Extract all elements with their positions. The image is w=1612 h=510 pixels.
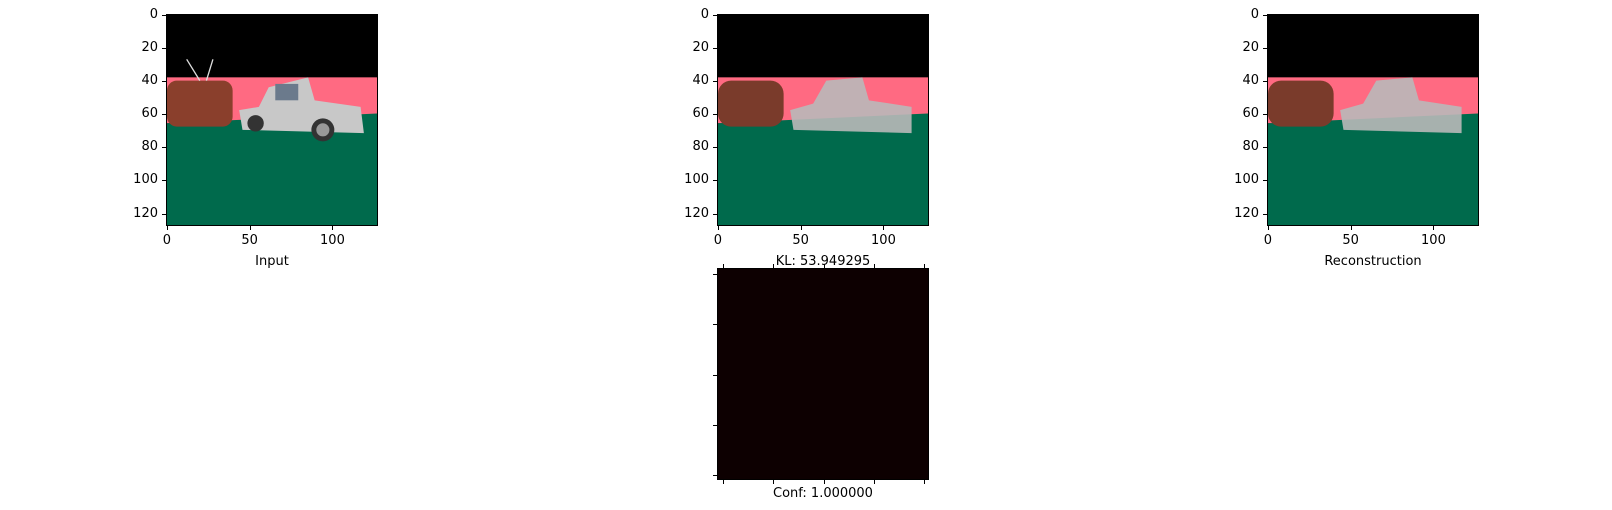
y-tick-mark (713, 114, 717, 116)
y-tick-mark (713, 81, 717, 83)
y-tick-mark (162, 213, 166, 215)
x-tick-mark (332, 226, 334, 230)
x-tick-mark (1433, 226, 1435, 230)
input-label: Input (255, 254, 289, 269)
x-tick-label: 100 (320, 233, 345, 248)
conf-y-tick-mark (713, 475, 717, 477)
x-tick-mark (1350, 226, 1352, 230)
y-tick-mark (1263, 180, 1267, 182)
y-tick-label: 0 (149, 6, 158, 22)
conf-y-tick-mark (713, 425, 717, 427)
y-tick-label: 60 (1242, 106, 1259, 122)
conf-x-top-tick-mark (924, 264, 926, 268)
x-tick-label: 0 (162, 233, 171, 248)
reconstruction-label: Reconstruction (1324, 254, 1422, 269)
y-tick-label: 80 (141, 139, 158, 155)
conf-x-tick-mark (874, 480, 876, 484)
y-tick-mark (162, 47, 166, 49)
y-tick-label: 120 (133, 205, 158, 221)
x-tick-mark (883, 226, 885, 230)
y-tick-label: 100 (684, 172, 709, 188)
x-tick-mark (800, 226, 802, 230)
y-tick-mark (1263, 47, 1267, 49)
conf-x-tick-mark (723, 480, 724, 484)
y-tick-mark (713, 147, 717, 149)
middle-image (717, 14, 929, 226)
y-tick-label: 40 (141, 73, 158, 89)
conf-x-top-tick-mark (723, 264, 724, 268)
x-tick-mark (717, 226, 719, 230)
x-tick-mark (249, 226, 251, 230)
y-tick-mark (162, 81, 166, 83)
confidence-map (717, 268, 929, 480)
conf-label: Conf: 1.000000 (773, 486, 873, 501)
y-tick-label: 100 (133, 172, 158, 188)
y-tick-label: 80 (692, 139, 709, 155)
y-tick-label: 40 (692, 73, 709, 89)
x-tick-label: 50 (1342, 233, 1359, 248)
x-tick-label: 100 (1421, 233, 1446, 248)
y-tick-mark (713, 14, 717, 16)
y-tick-mark (1263, 147, 1267, 149)
y-tick-label: 120 (684, 205, 709, 221)
y-tick-mark (162, 114, 166, 116)
x-tick-mark (1267, 226, 1269, 230)
y-tick-mark (162, 14, 166, 16)
x-tick-label: 0 (713, 233, 722, 248)
conf-x-top-tick-mark (874, 264, 876, 268)
reconstruction-image (1267, 14, 1479, 226)
y-tick-label: 20 (141, 39, 158, 55)
y-tick-mark (162, 180, 166, 182)
y-tick-label: 20 (1242, 39, 1259, 55)
input-image (166, 14, 378, 226)
y-tick-mark (1263, 14, 1267, 16)
conf-x-tick-mark (924, 480, 926, 484)
y-tick-label: 60 (141, 106, 158, 122)
y-tick-mark (1263, 114, 1267, 116)
conf-y-tick-mark (713, 324, 717, 326)
y-tick-label: 0 (1250, 6, 1259, 22)
y-tick-label: 100 (1234, 172, 1259, 188)
y-tick-mark (1263, 213, 1267, 215)
y-tick-label: 80 (1242, 139, 1259, 155)
conf-y-tick-mark (713, 274, 717, 275)
x-tick-label: 50 (241, 233, 258, 248)
x-tick-mark (166, 226, 168, 230)
y-tick-label: 20 (692, 39, 709, 55)
kl-label: KL: 53.949295 (775, 254, 871, 269)
conf-x-tick-mark (823, 480, 825, 484)
x-tick-label: 0 (1263, 233, 1272, 248)
y-tick-label: 0 (700, 6, 709, 22)
x-tick-label: 100 (871, 233, 896, 248)
x-tick-label: 50 (792, 233, 809, 248)
conf-y-tick-mark (713, 374, 717, 376)
y-tick-label: 120 (1234, 205, 1259, 221)
y-tick-mark (162, 147, 166, 149)
y-tick-label: 60 (692, 106, 709, 122)
y-tick-mark (713, 47, 717, 49)
conf-x-tick-mark (773, 480, 775, 484)
y-tick-label: 40 (1242, 73, 1259, 89)
y-tick-mark (713, 180, 717, 182)
conf-x-top-tick-mark (773, 264, 775, 268)
y-tick-mark (1263, 81, 1267, 83)
y-tick-mark (713, 213, 717, 215)
conf-x-top-tick-mark (823, 264, 825, 268)
